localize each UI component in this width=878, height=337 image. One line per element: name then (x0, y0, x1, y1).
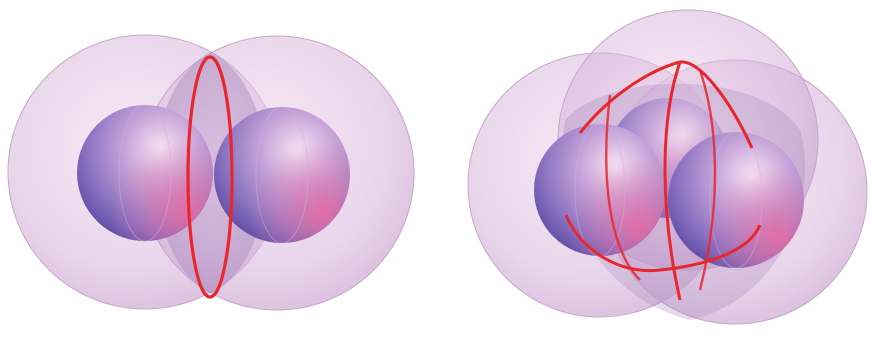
intersection-curve (605, 94, 641, 281)
panel-three-spheres (467, 9, 868, 325)
inner-sphere (77, 104, 213, 242)
intersection-curve (564, 214, 762, 273)
inner-sphere (214, 106, 350, 244)
intersection-curve (698, 69, 717, 291)
intersection-curve (663, 61, 682, 301)
intersection-curve (186, 55, 234, 299)
panel-two-spheres (7, 34, 415, 311)
intersection-curve (578, 60, 681, 134)
inner-sphere (534, 123, 666, 257)
intersection-curve (679, 60, 754, 149)
inner-sphere (668, 131, 804, 269)
